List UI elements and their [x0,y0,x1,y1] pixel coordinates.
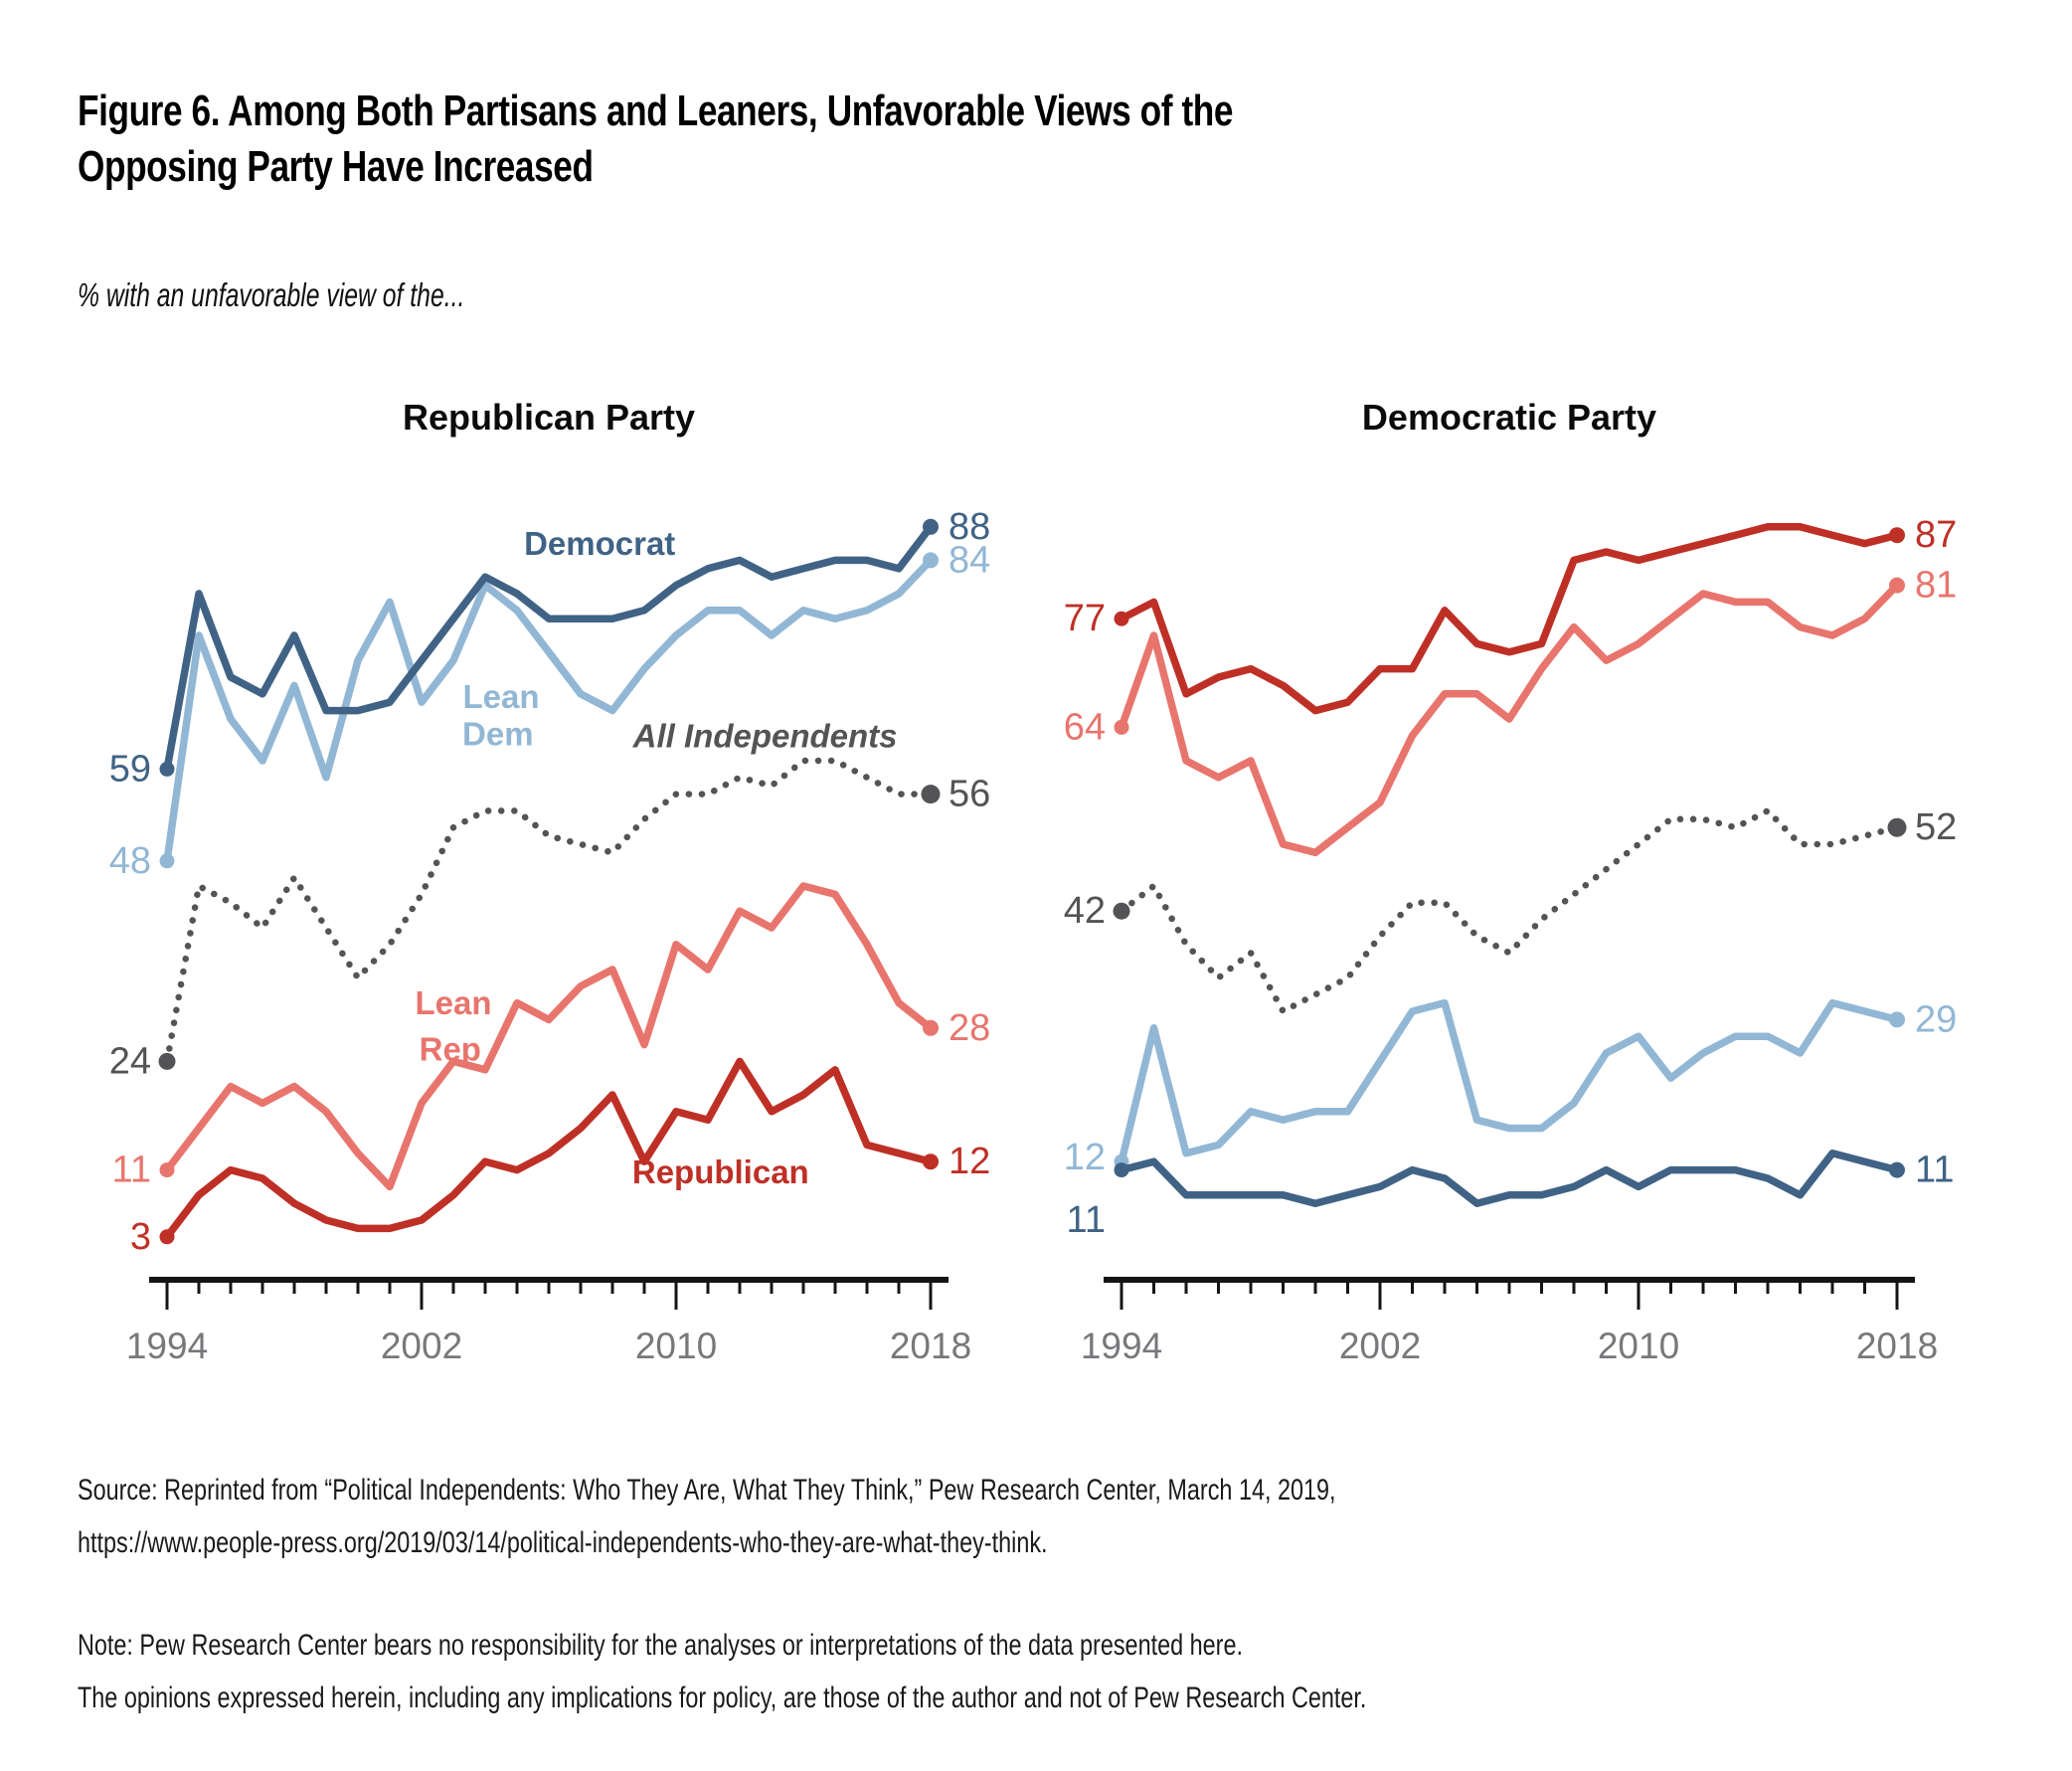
series-end-dot-independent-democratic-party [1887,817,1907,837]
series-end-dot-republican-democratic-party [1889,527,1905,544]
figure-title-line2: Opposing Party Have Increased [78,141,594,191]
series-start-dot-lean_dem-republican-party [159,853,175,869]
series-line-lean_rep-democratic-party [1118,581,1901,857]
series-start-value-independent-republican-party: 24 [109,1040,151,1082]
series-end-value-republican-democratic-party: 87 [1915,514,1957,556]
series-end-dot-republican-republican-party [923,1153,939,1170]
x-tick-label-1994-republican-party: 1994 [126,1326,208,1366]
series-end-value-lean_dem-republican-party: 84 [949,539,990,581]
series-end-dot-democrat-republican-party [923,518,939,535]
source-line2: https://www.people-press.org/2019/03/14/… [78,1526,1048,1560]
series-start-value-lean_rep-republican-party: 11 [112,1150,151,1191]
note-line2: The opinions expressed herein, including… [78,1682,1367,1715]
series-end-value-democrat-democratic-party: 11 [1915,1150,1954,1191]
series-end-dot-independent-republican-party [921,785,941,804]
source-text: Source: Reprinted from “Political Indepe… [78,1464,1939,1570]
series-line-independent-democratic-party [1118,807,1901,1015]
series-line-independent-republican-party [163,757,935,1065]
series-start-value-republican-republican-party: 3 [130,1216,151,1258]
source-line1: Source: Reprinted from “Political Indepe… [78,1474,1336,1506]
series-start-dot-independent-democratic-party [1113,902,1130,920]
series-start-dot-republican-democratic-party [1114,611,1129,626]
series-label-republican-republican-party: Republican [632,1153,809,1190]
series-label-all-independents-republican-party: All Independents [632,717,898,754]
series-end-value-independent-democratic-party: 52 [1915,806,1957,848]
series-end-value-democrat-republican-party: 88 [949,506,990,548]
series-line-democrat-republican-party [163,523,935,774]
series-start-value-lean_rep-democratic-party: 64 [1064,706,1106,748]
series-line-lean_dem-republican-party [163,556,935,865]
x-tick-label-1994-democratic-party: 1994 [1081,1326,1162,1366]
series-end-value-republican-republican-party: 12 [949,1141,990,1182]
figure-title-line1: Figure 6. Among Both Partisans and Leane… [78,87,1234,135]
x-tick-label-2018-republican-party: 2018 [890,1326,971,1366]
series-start-dot-democrat-republican-party [159,761,175,777]
series-start-dot-independent-republican-party [158,1052,176,1070]
series-label-dem-republican-party: Dem [462,716,534,753]
note-text: Note: Pew Research Center bears no respo… [78,1619,1939,1725]
series-line-republican-republican-party [163,1057,935,1241]
series-start-dot-lean_rep-democratic-party [1114,719,1129,735]
note-line1: Note: Pew Research Center bears no respo… [78,1629,1243,1662]
series-start-value-republican-democratic-party: 77 [1064,598,1106,639]
series-label-lean-republican-party: Lean [462,678,539,715]
series-start-dot-lean_rep-republican-party [159,1162,175,1178]
series-line-democrat-democratic-party [1118,1150,1901,1207]
chart-title-democratic-party: Democratic Party [1362,397,1656,438]
series-line-republican-democratic-party [1118,523,1901,715]
chart-title-republican-party: Republican Party [403,397,695,438]
series-end-value-independent-republican-party: 56 [949,774,990,815]
x-tick-label-2010-democratic-party: 2010 [1598,1326,1679,1366]
series-end-value-lean_rep-democratic-party: 81 [1915,565,1957,607]
x-tick-label-2010-republican-party: 2010 [635,1326,717,1366]
series-end-value-lean_dem-democratic-party: 29 [1915,998,1957,1040]
series-start-value-democrat-democratic-party: 11 [1067,1199,1106,1241]
series-end-value-lean_rep-republican-party: 28 [949,1007,990,1049]
series-start-value-democrat-republican-party: 59 [109,748,151,790]
figure-title: Figure 6. Among Both Partisans and Leane… [78,84,1430,195]
series-start-value-lean_dem-democratic-party: 12 [1064,1137,1106,1178]
series-start-value-lean_dem-republican-party: 48 [109,840,151,882]
series-start-value-independent-democratic-party: 42 [1064,890,1106,932]
series-end-dot-democrat-democratic-party [1889,1161,1905,1178]
series-label-democrat-republican-party: Democrat [524,525,675,562]
x-tick-label-2002-republican-party: 2002 [381,1326,462,1366]
series-line-lean_rep-republican-party [163,882,935,1191]
series-end-dot-lean_dem-republican-party [923,552,939,569]
x-tick-label-2018-democratic-party: 2018 [1856,1326,1938,1366]
series-label-lean-republican-party: Lean [415,984,491,1021]
x-tick-label-2002-democratic-party: 2002 [1339,1326,1421,1366]
series-end-dot-lean_rep-republican-party [923,1019,939,1036]
series-line-lean_dem-democratic-party [1118,998,1901,1165]
series-end-dot-lean_rep-democratic-party [1889,577,1905,594]
series-label-rep-republican-party: Rep [420,1030,481,1067]
series-end-dot-lean_dem-democratic-party [1889,1011,1905,1028]
figure-subtitle: % with an unfavorable view of the... [78,276,465,313]
series-start-dot-republican-republican-party [159,1229,175,1245]
series-start-dot-democrat-democratic-party [1114,1162,1129,1178]
